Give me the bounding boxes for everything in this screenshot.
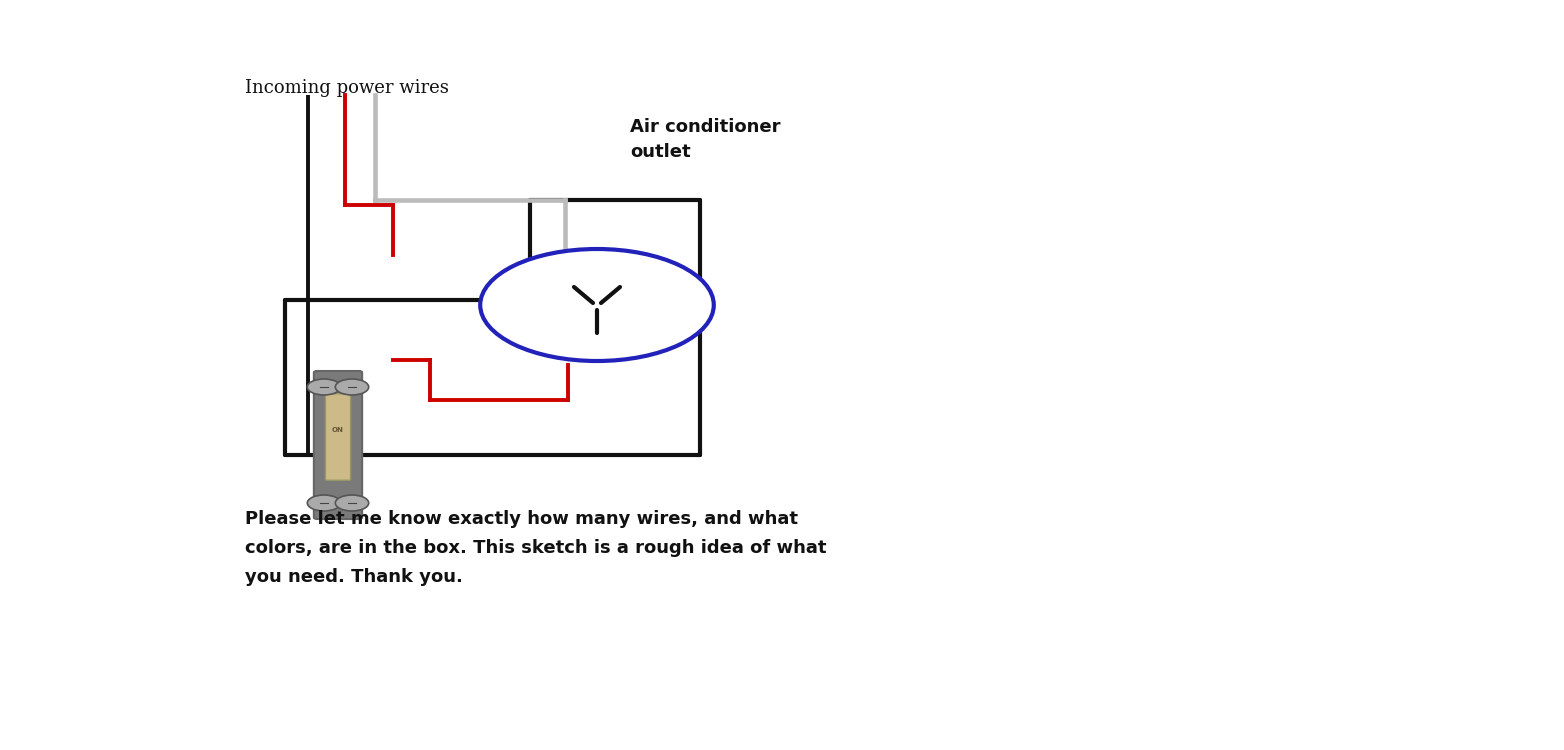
Circle shape (480, 249, 713, 361)
FancyBboxPatch shape (325, 394, 350, 480)
Circle shape (307, 495, 341, 511)
Circle shape (307, 379, 341, 395)
Circle shape (335, 495, 369, 511)
Text: Incoming power wires: Incoming power wires (246, 79, 449, 97)
FancyBboxPatch shape (314, 371, 363, 519)
Text: Please let me know exactly how many wires, and what
colors, are in the box. This: Please let me know exactly how many wire… (246, 510, 826, 586)
Text: Air conditioner
outlet: Air conditioner outlet (630, 118, 780, 161)
Text: ON: ON (332, 427, 344, 433)
Circle shape (335, 379, 369, 395)
